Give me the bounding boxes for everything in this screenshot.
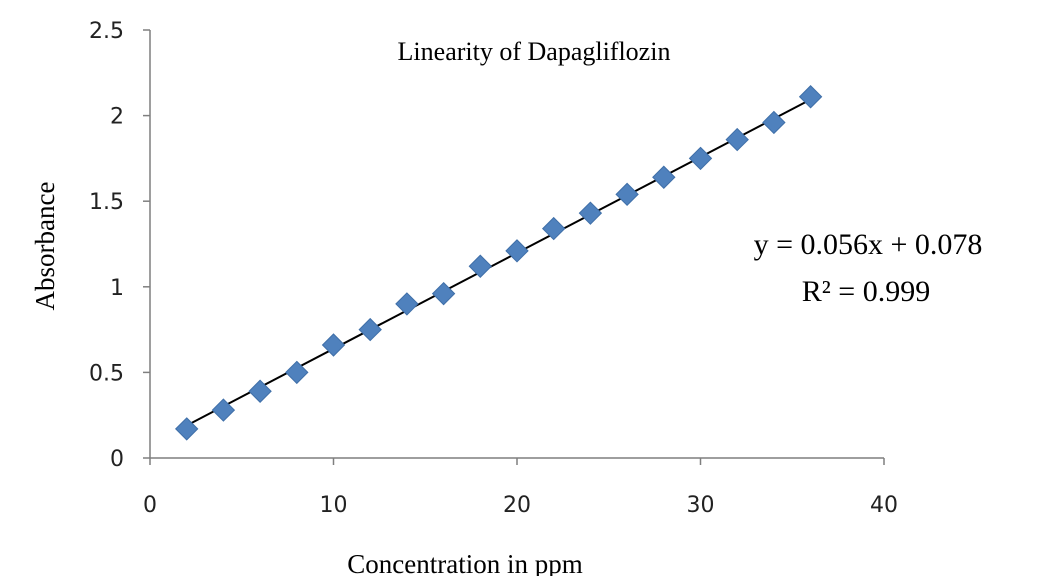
data-point (615, 182, 639, 207)
data-point (725, 127, 749, 152)
y-tick-label: 2.5 (89, 19, 124, 44)
x-tick-label: 30 (687, 493, 715, 518)
trendline (186, 98, 812, 427)
data-point (505, 239, 529, 263)
data-point (321, 333, 346, 357)
data-point (688, 146, 713, 171)
chart-title: Linearity of Dapagliflozin (398, 37, 671, 66)
data-point (395, 292, 419, 316)
x-tick-label: 40 (870, 493, 898, 518)
data-point (541, 216, 566, 241)
trendline-group (186, 98, 812, 427)
tick-labels: 0 10 20 30 40 0 0.5 1 1.5 2 2.5 (89, 19, 898, 518)
data-point (578, 201, 603, 225)
y-tick-label: 1 (110, 276, 124, 301)
y-tick-label: 1.5 (89, 190, 124, 215)
r-squared-label: R² = 0.999 (802, 275, 930, 308)
data-point (762, 110, 786, 135)
data-points (174, 85, 823, 441)
data-point (468, 254, 493, 278)
y-axis-label: Absorbance (30, 182, 60, 311)
data-point (798, 85, 823, 109)
data-point (358, 317, 382, 342)
x-axis-label: Concentration in ppm (347, 549, 582, 576)
y-tick-label: 0.5 (89, 361, 124, 386)
data-point (211, 398, 236, 422)
x-tick-label: 0 (143, 493, 157, 518)
data-point (285, 360, 309, 385)
y-tick-label: 0 (110, 447, 124, 472)
data-point (248, 379, 272, 403)
data-point (652, 165, 676, 189)
tick-marks (143, 29, 885, 465)
x-tick-label: 20 (503, 493, 531, 518)
trendline-equation: y = 0.056x + 0.078 (754, 228, 983, 261)
data-point (431, 281, 456, 306)
y-tick-label: 2 (110, 105, 124, 130)
data-point (174, 417, 199, 441)
x-tick-label: 10 (320, 493, 348, 518)
